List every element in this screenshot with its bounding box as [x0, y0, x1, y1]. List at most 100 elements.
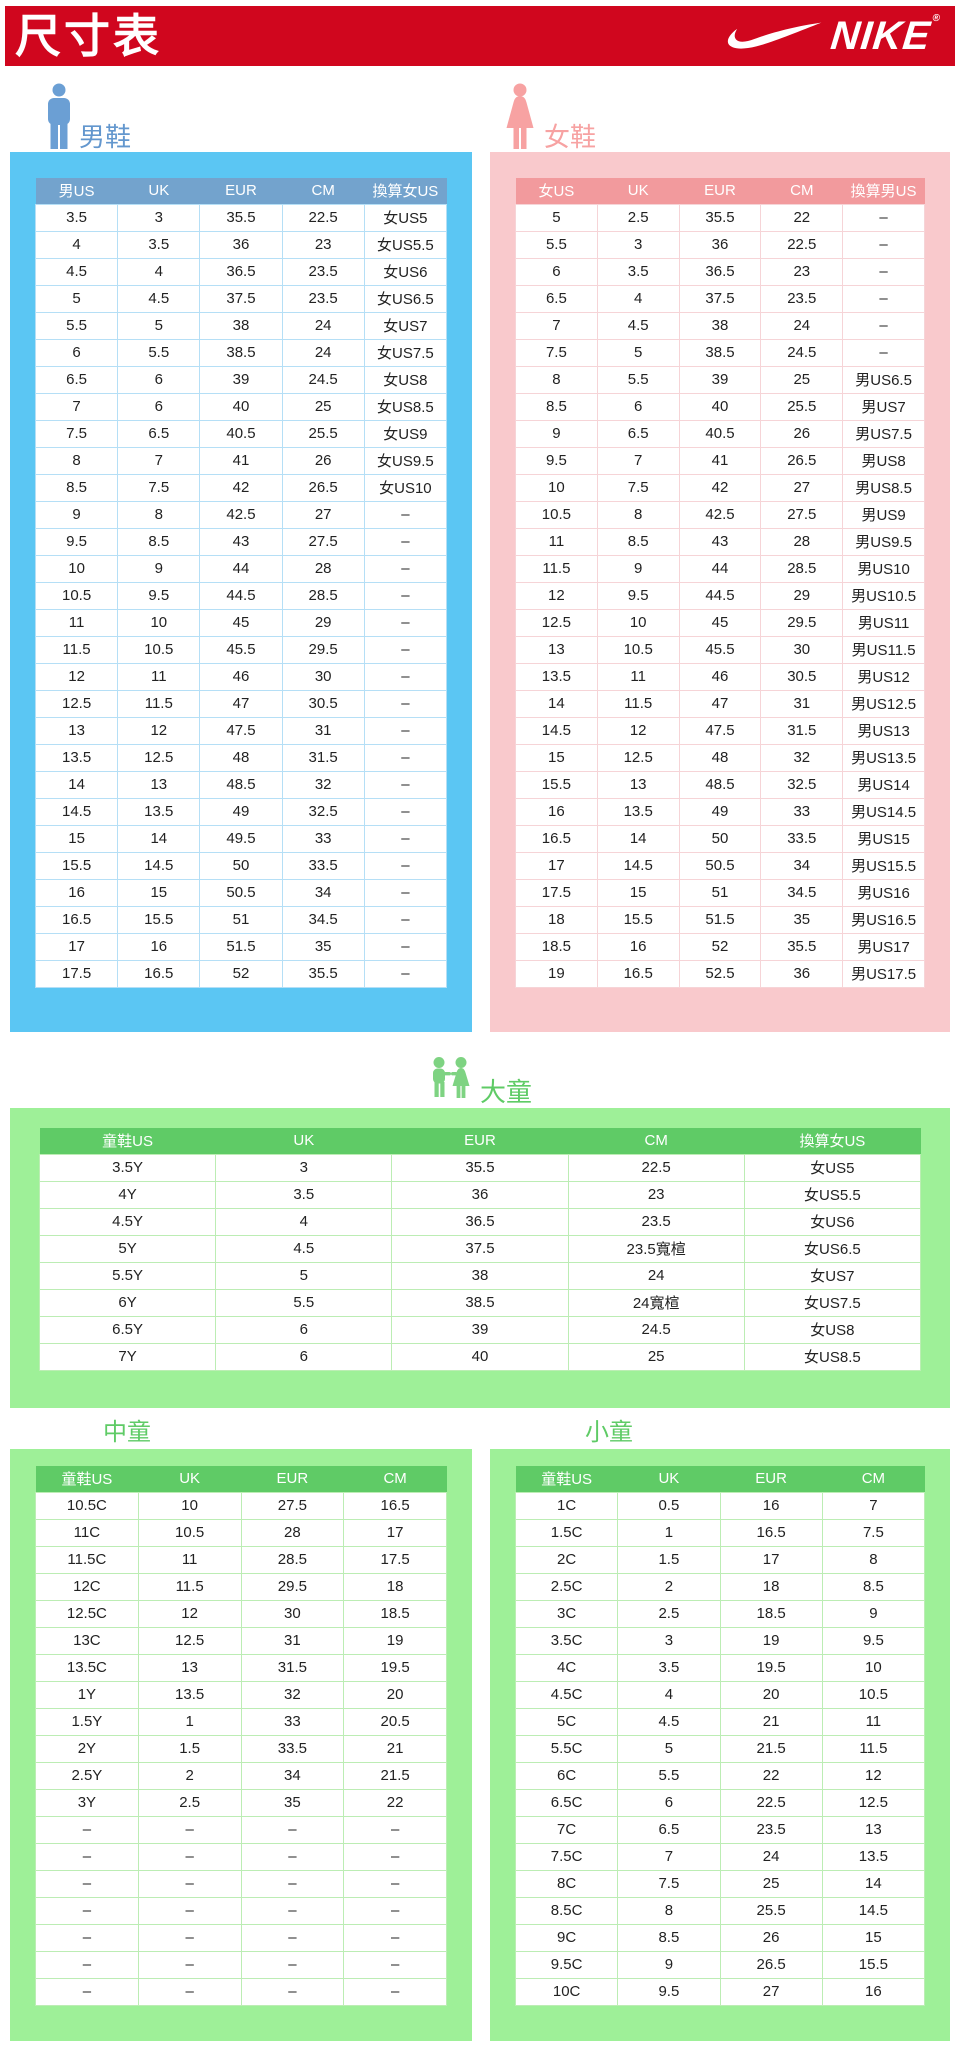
table-cell: 42.5	[678, 500, 762, 529]
table-cell: 12	[821, 1761, 926, 1790]
table-cell: 50	[678, 824, 762, 853]
table-cell: –	[240, 1923, 345, 1952]
table-cell: 男US9.5	[842, 527, 925, 556]
mid-kids-size-panel: 童鞋US UK EUR CM 10.5C 10 27.5 16.5 11C 10.5 28 17 11.…	[10, 1449, 472, 2041]
table-cell: 5.5	[215, 1288, 393, 1317]
table-cell: 12.5C	[35, 1599, 139, 1628]
table-cell: 30	[281, 662, 365, 691]
table-cell: 6	[34, 338, 119, 367]
table-cell: 47.5	[678, 716, 762, 745]
kids-section-row: 童鞋US UK EUR CM 10.5C 10 27.5 16.5 11C 10.5 28 17 11.…	[0, 1449, 960, 2041]
table-cell: 男US13.5	[842, 743, 925, 772]
table-cell: 13.5	[117, 797, 201, 826]
table-row: – – – –	[35, 1815, 447, 1844]
table-cell: 24	[719, 1842, 823, 1871]
women-size-panel: 女US UK EUR CM 換算男US 5 2.5 35.5 22–5.5 3 36 22.5–6 3.…	[490, 152, 950, 1032]
column-header: EUR	[391, 1128, 569, 1154]
table-row: 10 9 44 28–	[34, 554, 448, 583]
table-cell: 7.5	[515, 338, 598, 367]
table-row: 12 9.5 44.5 29 男US10.5	[515, 581, 925, 610]
table-cell: 5.5	[34, 311, 119, 340]
table-cell: 17.5	[515, 878, 598, 907]
table-cell: 3Y	[35, 1788, 139, 1817]
table-cell: 31	[281, 716, 365, 745]
table-cell: 8	[515, 365, 598, 394]
table-cell: 男US11	[842, 608, 925, 637]
table-cell: 3.5	[215, 1180, 393, 1209]
table-row: 17 16 51.5 35–	[34, 932, 448, 961]
table-cell: 16.5	[117, 959, 201, 988]
table-row: 7.5 5 38.5 24.5–	[515, 338, 925, 367]
table-cell: 35.5	[391, 1153, 569, 1182]
table-cell: 8.5	[515, 392, 598, 421]
table-cell: 42.5	[199, 500, 283, 529]
table-cell: 12.5	[515, 608, 598, 637]
table-cell: 4.5	[117, 284, 201, 313]
table-cell: 15.5	[821, 1950, 926, 1979]
nike-logo: NIKE®	[723, 13, 941, 58]
table-row: 6Y 5.5 38.5 24寬楦 女US7.5	[38, 1288, 922, 1317]
table-cell: 30.5	[760, 662, 844, 691]
table-cell: 10	[34, 554, 119, 583]
table-cell: –	[363, 959, 448, 988]
table-row: 18.5 16 52 35.5 男US17	[515, 932, 925, 961]
big-kids-size-table: 童鞋US UK EUR CM 換算女US 3.5Y 3 35.5 22.5 女US5 4Y 3.5 36…	[38, 1128, 922, 1371]
table-cell: 女US6	[363, 257, 448, 286]
table-cell: 女US5	[743, 1153, 922, 1182]
table-cell: 5.5Y	[38, 1261, 217, 1290]
table-row: 19 16.5 52.5 36 男US17.5	[515, 959, 925, 988]
table-cell: 女US6.5	[743, 1234, 922, 1263]
table-cell: 32	[240, 1680, 345, 1709]
table-cell: 男US16.5	[842, 905, 925, 934]
table-cell: 32.5	[281, 797, 365, 826]
table-cell: 35.5	[199, 203, 283, 232]
table-row: 15.5 13 48.5 32.5 男US14	[515, 770, 925, 799]
table-row: 9C 8.5 26 15	[514, 1923, 926, 1952]
table-cell: 2.5Y	[35, 1761, 139, 1790]
table-cell: 40	[678, 392, 762, 421]
table-cell: 31.5	[281, 743, 365, 772]
table-cell: 7	[117, 446, 201, 475]
table-cell: 12	[117, 716, 201, 745]
table-cell: 8.5C	[514, 1896, 619, 1925]
men-size-panel: 男US UK EUR CM 換算女US 3.5 3 35.5 22.5 女US5 4 3.5 36 23 女…	[10, 152, 472, 1032]
table-row: 14 11.5 47 31 男US12.5	[515, 689, 925, 718]
table-row: 10.5 9.5 44.5 28.5–	[34, 581, 448, 610]
table-cell: 3	[596, 230, 680, 259]
table-row: 13.5 12.5 48 31.5–	[34, 743, 448, 772]
table-cell: –	[363, 500, 448, 529]
table-cell: 15.5	[515, 770, 598, 799]
table-cell: 7Y	[38, 1342, 217, 1371]
table-cell: –	[363, 689, 448, 718]
table-cell: 16.5	[719, 1518, 823, 1547]
table-cell: 28	[760, 527, 844, 556]
table-cell: 男US13	[842, 716, 925, 745]
women-section: 女鞋 女US UK EUR CM 換算男US 5 2.5 35.5 22–5.5 3 36 22.5–…	[490, 66, 950, 1032]
table-row: 11C 10.5 28 17	[35, 1518, 447, 1547]
table-row: 9.5 7 41 26.5 男US8	[515, 446, 925, 475]
table-cell: 4	[117, 257, 201, 286]
table-cell: –	[137, 1815, 242, 1844]
table-cell: 9	[596, 554, 680, 583]
woman-icon	[506, 83, 534, 149]
table-row: 1Y 13.5 32 20	[35, 1680, 447, 1709]
table-cell: 1Y	[35, 1680, 139, 1709]
table-cell: 1C	[514, 1491, 619, 1520]
table-row: 14.5 13.5 49 32.5–	[34, 797, 448, 826]
small-kids-size-table: 童鞋US UK EUR CM 1C 0.5 16 7 1.5C 1 16.5 7.5 2C 1.5 17 8 2…	[514, 1466, 926, 2006]
table-cell: 6C	[514, 1761, 619, 1790]
table-row: 7.5C 7 24 13.5	[514, 1842, 926, 1871]
table-cell: 5	[515, 203, 598, 232]
mid-kids-label: 中童	[103, 1418, 151, 1446]
table-cell: 51	[199, 905, 283, 934]
table-cell: 24	[281, 338, 365, 367]
table-cell: 11.5	[117, 689, 201, 718]
table-row: 1.5Y 1 33 20.5	[35, 1707, 447, 1736]
table-cell: –	[363, 824, 448, 853]
table-cell: 45.5	[678, 635, 762, 664]
table-cell: 男US10.5	[842, 581, 925, 610]
table-cell: 40	[199, 392, 283, 421]
table-cell: 30.5	[281, 689, 365, 718]
table-cell: 22	[343, 1788, 447, 1817]
table-cell: 9.5	[821, 1626, 926, 1655]
